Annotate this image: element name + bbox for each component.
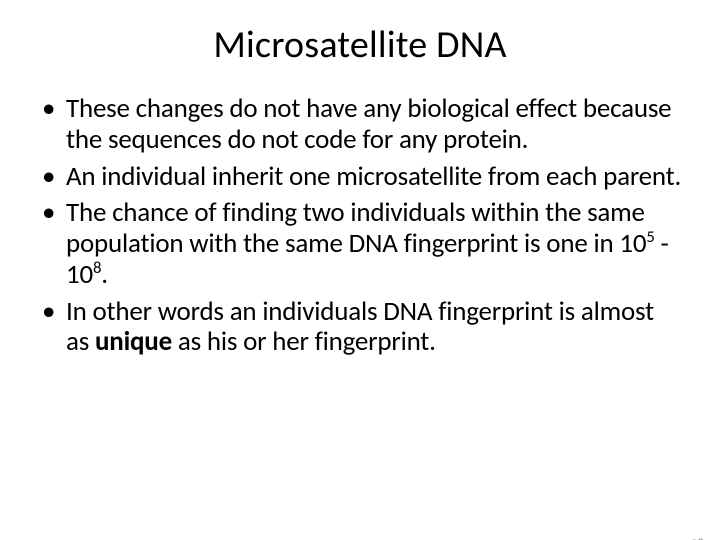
bullet-list: These changes do not have any biological… [38, 94, 682, 358]
bullet-item: In other words an individuals DNA finger… [38, 297, 682, 359]
slide-title: Microsatellite DNA [0, 22, 720, 68]
slide: Microsatellite DNA These changes do not … [0, 22, 720, 540]
bullet-item: These changes do not have any biological… [38, 94, 682, 156]
slide-body: These changes do not have any biological… [0, 94, 720, 358]
bullet-item: An individual inherit one microsatellite… [38, 162, 682, 193]
bullet-item: The chance of finding two individuals wi… [38, 198, 682, 290]
